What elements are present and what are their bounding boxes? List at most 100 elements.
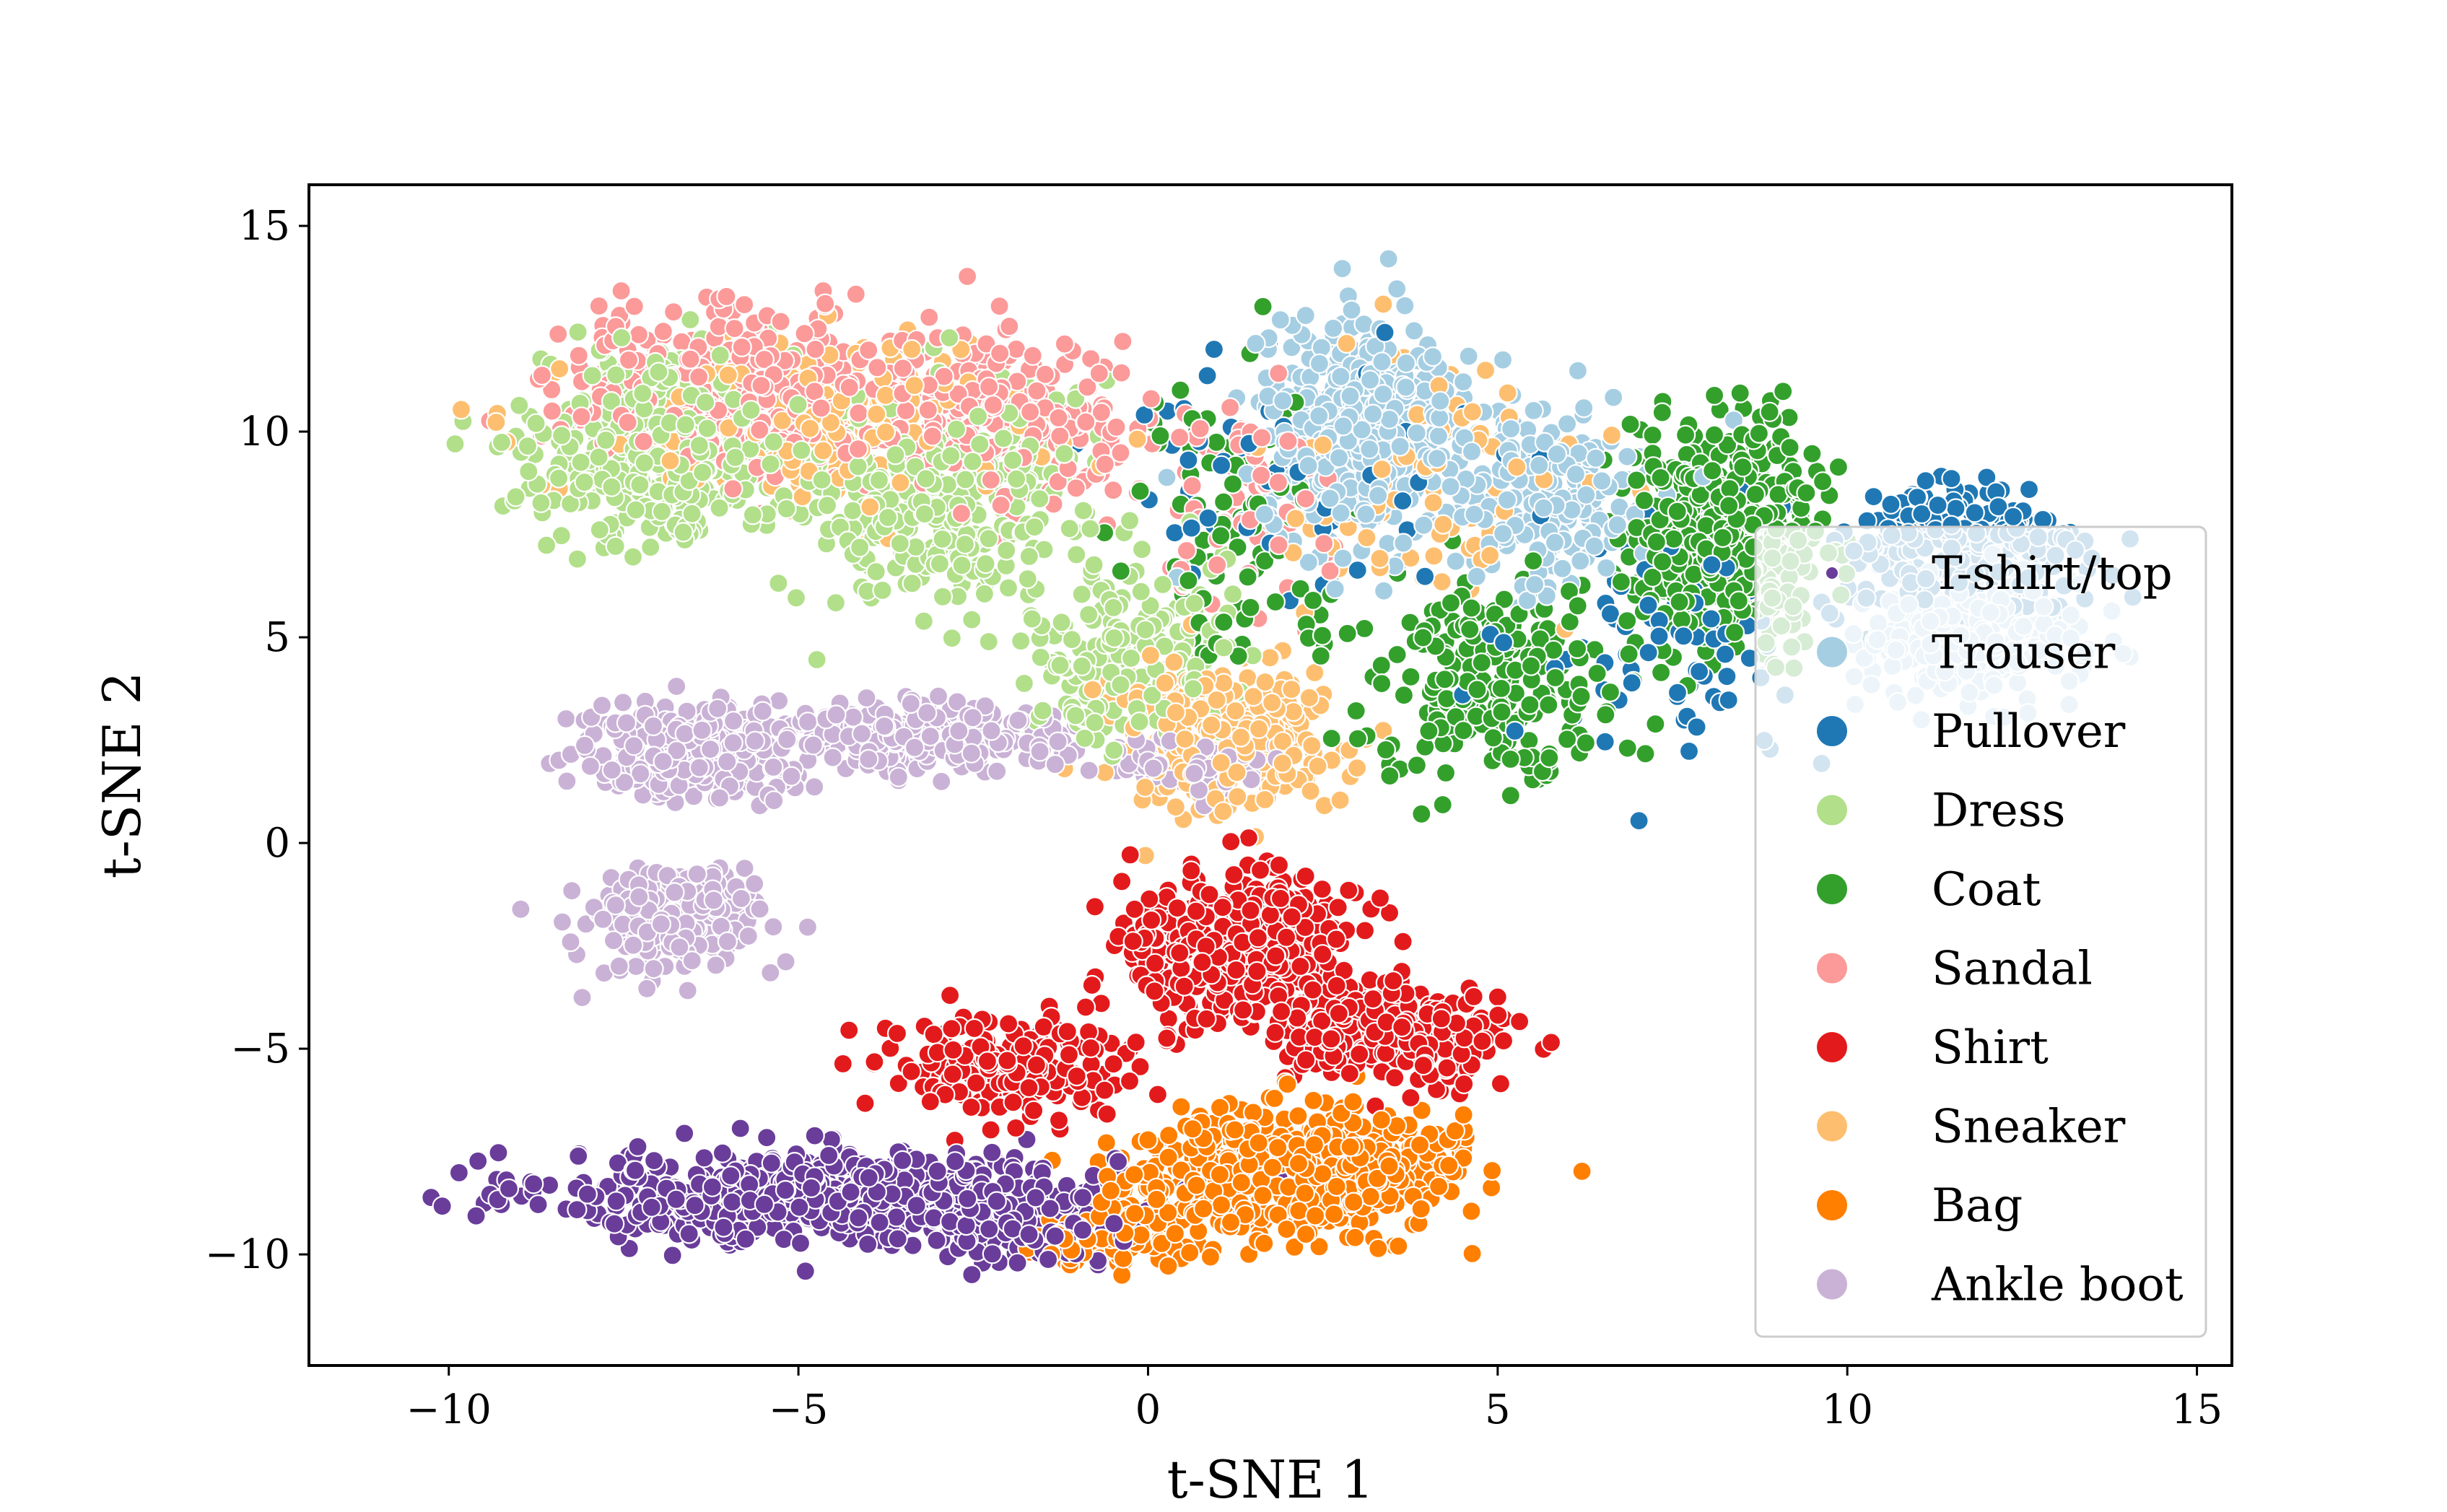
scatter-point	[1423, 546, 1444, 567]
scatter-point	[1265, 591, 1286, 613]
scatter-point	[1110, 442, 1131, 463]
scatter-point	[1354, 920, 1376, 941]
scatter-point	[1096, 1104, 1117, 1124]
scatter-point	[1567, 360, 1588, 381]
scatter-point	[1131, 539, 1153, 560]
scatter-point	[980, 1119, 1001, 1140]
scatter-point	[1400, 666, 1421, 687]
scatter-point	[1431, 571, 1452, 593]
scatter-point	[961, 609, 982, 630]
scatter-point	[1595, 704, 1616, 725]
scatter-point	[1222, 584, 1244, 605]
scatter-point	[1071, 584, 1092, 605]
scatter-point	[982, 1142, 1003, 1163]
scatter-point	[1813, 471, 1833, 492]
scatter-point	[1773, 381, 1794, 402]
scatter-point	[961, 1264, 982, 1285]
scatter-point	[549, 358, 570, 380]
scatter-point	[1213, 491, 1234, 512]
scatter-point	[1651, 662, 1672, 683]
scatter-point	[523, 1174, 544, 1194]
scatter-point	[1238, 827, 1260, 849]
scatter-point	[902, 573, 922, 594]
scatter-point	[1103, 480, 1124, 501]
scatter-point	[1368, 1238, 1389, 1259]
scatter-point	[591, 695, 613, 716]
scatter-point	[1432, 794, 1453, 816]
points-layer	[421, 248, 2143, 1285]
scatter-point	[1617, 738, 1638, 759]
scatter-point	[775, 951, 796, 972]
scatter-point	[1179, 1242, 1200, 1263]
scatter-point	[680, 309, 701, 331]
scatter-point	[1628, 810, 1649, 831]
scatter-point	[1863, 486, 1884, 507]
scatter-point	[1393, 685, 1415, 706]
scatter-point	[1112, 331, 1133, 352]
scatter-point	[1976, 467, 1997, 488]
scatter-point	[1388, 1236, 1409, 1257]
scatter-point	[804, 777, 825, 797]
scatter-point	[674, 1123, 695, 1144]
scatter-point	[1487, 987, 1508, 1008]
scatter-point	[1461, 1201, 1482, 1222]
scatter-point	[1497, 383, 1518, 403]
scatter-point	[1084, 896, 1106, 917]
scatter-point	[956, 266, 978, 287]
scatter-point	[1596, 557, 1617, 579]
scatter-point	[1048, 1110, 1070, 1131]
scatter-point	[1620, 414, 1641, 435]
scatter-point	[1475, 359, 1496, 381]
scatter-point	[798, 712, 819, 733]
scatter-point	[1006, 1117, 1026, 1139]
scatter-point	[931, 771, 952, 792]
scatter-point	[1159, 1125, 1179, 1146]
scatter-point	[998, 577, 1019, 598]
scatter-point	[663, 302, 684, 323]
scatter-point	[445, 433, 466, 455]
scatter-point	[987, 761, 1008, 782]
scatter-point	[488, 1142, 509, 1163]
scatter-point	[756, 1127, 777, 1148]
scatter-point	[588, 295, 609, 317]
scatter-point	[517, 435, 538, 457]
scatter-point	[872, 580, 893, 601]
scatter-point	[1181, 860, 1202, 881]
scatter-point	[1203, 338, 1225, 360]
scatter-point	[1336, 333, 1357, 354]
scatter-point	[760, 962, 781, 983]
scatter-point	[1303, 1090, 1324, 1111]
scatter-point	[1704, 385, 1725, 406]
scatter-point	[1170, 380, 1191, 401]
scatter-point	[1178, 450, 1199, 471]
scatter-point	[1138, 1129, 1159, 1150]
scatter-point	[1354, 618, 1375, 639]
scatter-point	[1096, 1132, 1117, 1153]
scatter-point	[518, 461, 539, 482]
scatter-point	[1345, 700, 1366, 722]
scatter-point	[551, 912, 573, 932]
scatter-point	[1080, 518, 1101, 539]
scatter-point	[1509, 1011, 1530, 1032]
scatter-point	[531, 492, 551, 513]
scatter-point	[1119, 510, 1140, 531]
scatter-point	[1645, 714, 1666, 735]
scatter-point	[1392, 931, 1413, 952]
scatter-point	[1013, 673, 1035, 694]
scatter-point	[1523, 400, 1544, 421]
scatter-point	[1065, 478, 1086, 499]
scatter-point	[1147, 1084, 1169, 1105]
scatter-point	[568, 1145, 589, 1167]
scatter-point	[1252, 296, 1273, 317]
scatter-point	[1571, 1161, 1592, 1182]
scatter-point	[568, 345, 589, 366]
scatter-point	[1600, 603, 1621, 624]
scatter-point	[643, 1150, 665, 1171]
scatter-point	[1378, 248, 1399, 269]
scatter-point	[1268, 855, 1290, 875]
scatter-point	[1059, 518, 1080, 539]
scatter-point	[677, 980, 698, 1001]
scatter-point	[730, 1118, 751, 1139]
scatter-point	[567, 322, 588, 343]
